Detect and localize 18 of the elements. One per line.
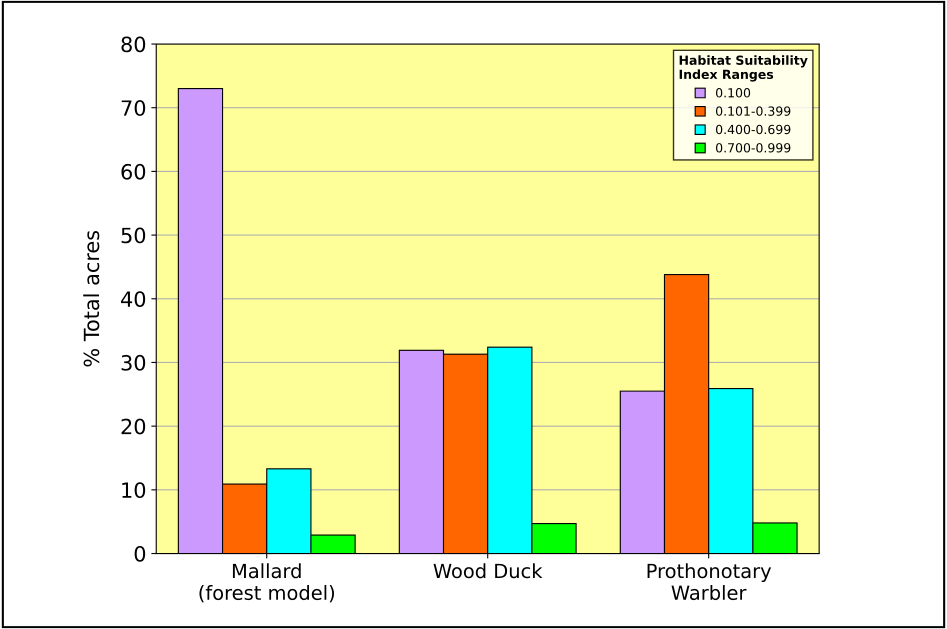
x-tick-label: Prothonotary Warbler [648,563,772,600]
y-tick-label: 70 [122,100,146,116]
y-tick-label: 60 [121,164,146,180]
y-tick-label: 0 [134,546,146,562]
legend-label: 0.100 [716,88,750,98]
y-axis-title: % Total acres [83,230,100,366]
y-tick-label: 50 [122,228,146,244]
y-tick-label: 20 [122,418,146,434]
legend-label: 0.101-0.399 [716,106,790,116]
x-tick-label: Wood Duck [434,563,542,578]
y-tick-label: 30 [122,354,146,371]
legend-label: 0.700-0.999 [716,143,790,153]
legend-title: Habitat Suitability Index Ranges [680,55,808,82]
y-tick-label: 80 [121,36,146,52]
y-tick-label: 10 [122,482,146,498]
legend-label: 0.400-0.699 [716,124,790,134]
x-tick-label: Mallard (forest model) [199,563,334,602]
y-tick-label: 40 [121,291,146,307]
